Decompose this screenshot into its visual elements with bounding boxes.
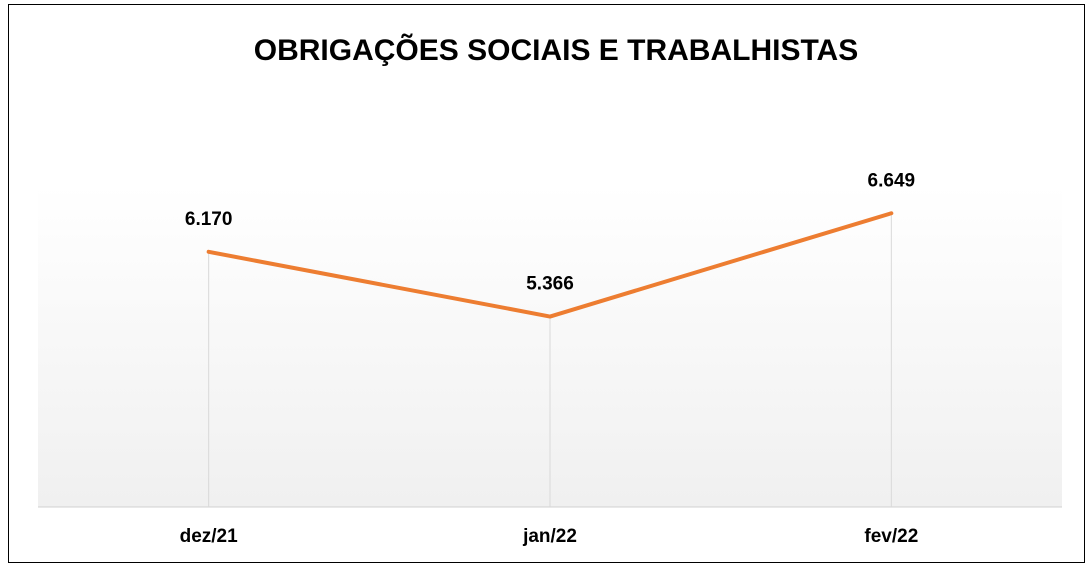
data-label: 6.170 — [185, 209, 233, 230]
x-tick-label: jan/22 — [522, 526, 577, 547]
data-label: 5.366 — [526, 274, 574, 295]
data-label: 6.649 — [868, 170, 916, 191]
x-tick-label: dez/21 — [180, 526, 239, 547]
chart-title: OBRIGAÇÕES SOCIAIS E TRABALHISTAS — [254, 33, 858, 67]
series-line — [206, 211, 894, 319]
x-tick-label: fev/22 — [864, 526, 918, 547]
